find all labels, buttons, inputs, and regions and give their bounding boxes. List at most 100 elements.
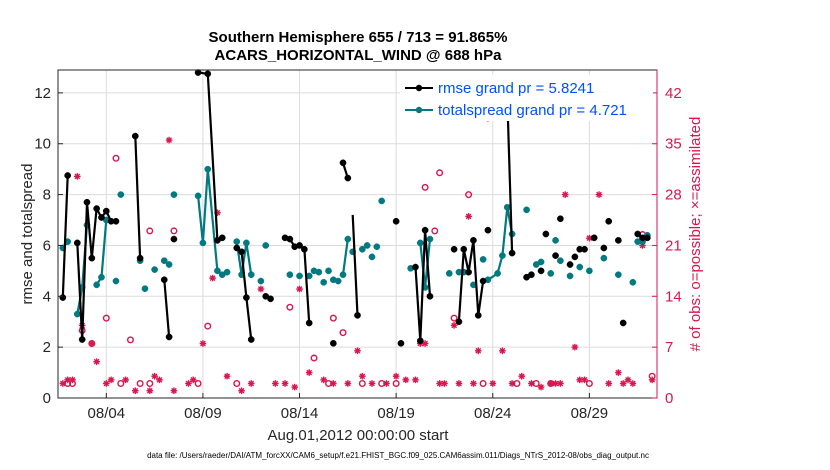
obs-possible-marker <box>126 336 134 344</box>
totalspread-point <box>615 271 622 279</box>
rmse-point <box>136 254 144 262</box>
x-tick-label: 08/04 <box>88 405 126 422</box>
rmse-point <box>465 268 472 276</box>
obs-assimilated-marker <box>624 376 632 384</box>
totalspread-point <box>262 242 270 249</box>
obs-assimilated-marker <box>354 347 361 355</box>
rmse-point <box>416 337 424 345</box>
rmse-point <box>88 254 96 262</box>
obs-assimilated-marker <box>296 285 303 293</box>
totalspread-point <box>368 253 376 261</box>
legend-label-rmse: rmse grand pr = 5.8241 <box>438 80 594 97</box>
rmse-point <box>165 333 173 341</box>
rmse-point <box>421 226 429 234</box>
rmse-point <box>204 70 212 78</box>
obs-assimilated-marker <box>402 376 410 384</box>
obs-assimilated-marker <box>103 380 110 387</box>
obs-assimilated-marker <box>557 380 564 387</box>
totalspread-point <box>93 281 100 289</box>
legend: rmse grand pr = 5.8241 totalspread grand… <box>400 75 653 121</box>
y-tick-label-right: 28 <box>665 187 682 204</box>
rmse-point <box>64 172 72 179</box>
rmse-point <box>267 295 274 303</box>
totalspread-line <box>197 168 219 272</box>
rmse-point <box>218 234 226 242</box>
legend-marker-rmse <box>415 84 423 92</box>
rmse-line <box>351 214 359 316</box>
totalspread-point <box>320 278 328 286</box>
rmse-point <box>296 242 303 249</box>
chart-title: Southern Hemisphere 655 / 713 = 91.865% <box>209 29 508 46</box>
data-file-footnote: data file: /Users/raeder/DAI/ATM_forcXX/… <box>147 451 649 460</box>
rmse-point <box>508 249 516 257</box>
plot-area <box>59 69 656 395</box>
totalspread-point <box>334 277 342 285</box>
totalspread-point <box>325 267 332 275</box>
x-axis-label: Aug.01,2012 00:00:00 start <box>268 427 450 444</box>
obs-assimilated-marker <box>450 322 458 329</box>
obs-assimilated-marker <box>489 380 497 387</box>
obs-assimilated-marker <box>629 380 637 387</box>
obs-assimilated-marker <box>146 387 154 395</box>
obs-assimilated-marker <box>320 376 327 384</box>
rmse-point <box>557 215 564 223</box>
totalspread-point <box>98 273 105 281</box>
totalspread-point <box>373 243 381 251</box>
totalspread-point <box>286 271 294 279</box>
obs-assimilated-marker <box>508 380 516 387</box>
totalspread-point <box>214 267 221 275</box>
obs-assimilated-marker <box>499 347 506 355</box>
y-tick-label-right: 42 <box>665 85 682 102</box>
x-tick-label: 08/14 <box>281 405 319 422</box>
obs-assimilated-marker <box>465 213 472 220</box>
obs-possible-marker <box>194 379 202 387</box>
rmse-point <box>301 245 308 253</box>
rmse-point <box>479 277 487 285</box>
totalspread-point <box>494 270 501 277</box>
obs-assimilated-marker <box>344 380 352 387</box>
rmse-line <box>163 279 171 338</box>
rmse-point <box>528 271 535 279</box>
totalspread-point <box>243 239 250 247</box>
totalspread-point <box>339 271 347 279</box>
rmse-point <box>455 318 463 326</box>
y-tick-label-left: 10 <box>34 136 51 153</box>
rmse-point <box>344 174 352 182</box>
obs-assimilated-marker <box>281 380 289 387</box>
obs-assimilated-marker <box>392 372 400 380</box>
obs-assimilated-marker <box>69 376 76 384</box>
rmse-point <box>537 267 545 275</box>
totalspread-point <box>141 285 149 293</box>
y-tick-label-right: 0 <box>665 390 673 407</box>
rmse-point <box>426 292 434 300</box>
obs-assimilated-marker <box>383 380 390 387</box>
totalspread-point <box>358 245 366 253</box>
totalspread-point <box>499 252 506 259</box>
obs-possible-marker <box>112 154 120 162</box>
obs-assimilated-marker <box>581 376 588 384</box>
obs-possible-marker <box>465 191 473 199</box>
rmse-point <box>474 312 482 319</box>
obs-assimilated-marker <box>305 369 313 376</box>
obs-assimilated-marker <box>88 340 96 347</box>
x-tick-label: 08/09 <box>184 405 222 422</box>
legend-box <box>400 75 653 121</box>
obs-assimilated-marker <box>368 380 376 387</box>
totalspread-point <box>160 257 168 265</box>
rmse-point <box>643 234 651 242</box>
rmse-point <box>305 319 313 327</box>
rmse-point <box>484 226 492 234</box>
rmse-line <box>134 136 142 259</box>
obs-assimilated-marker <box>185 380 192 387</box>
obs-assimilated-marker <box>291 383 299 391</box>
obs-possible-marker <box>339 329 347 337</box>
totalspread-point <box>112 277 120 285</box>
totalspread-point <box>576 263 584 271</box>
x-tick-label: 08/29 <box>571 405 609 422</box>
obs-assimilated-marker <box>615 369 622 376</box>
obs-possible-marker <box>585 379 593 387</box>
obs-possible-marker <box>436 169 444 177</box>
axes: 08/04 08/09 08/14 08/19 08/24 08/29 0 2 4 6 8 10 12 0… <box>34 70 682 422</box>
totalspread-point <box>151 266 158 273</box>
rmse-point <box>600 244 608 252</box>
